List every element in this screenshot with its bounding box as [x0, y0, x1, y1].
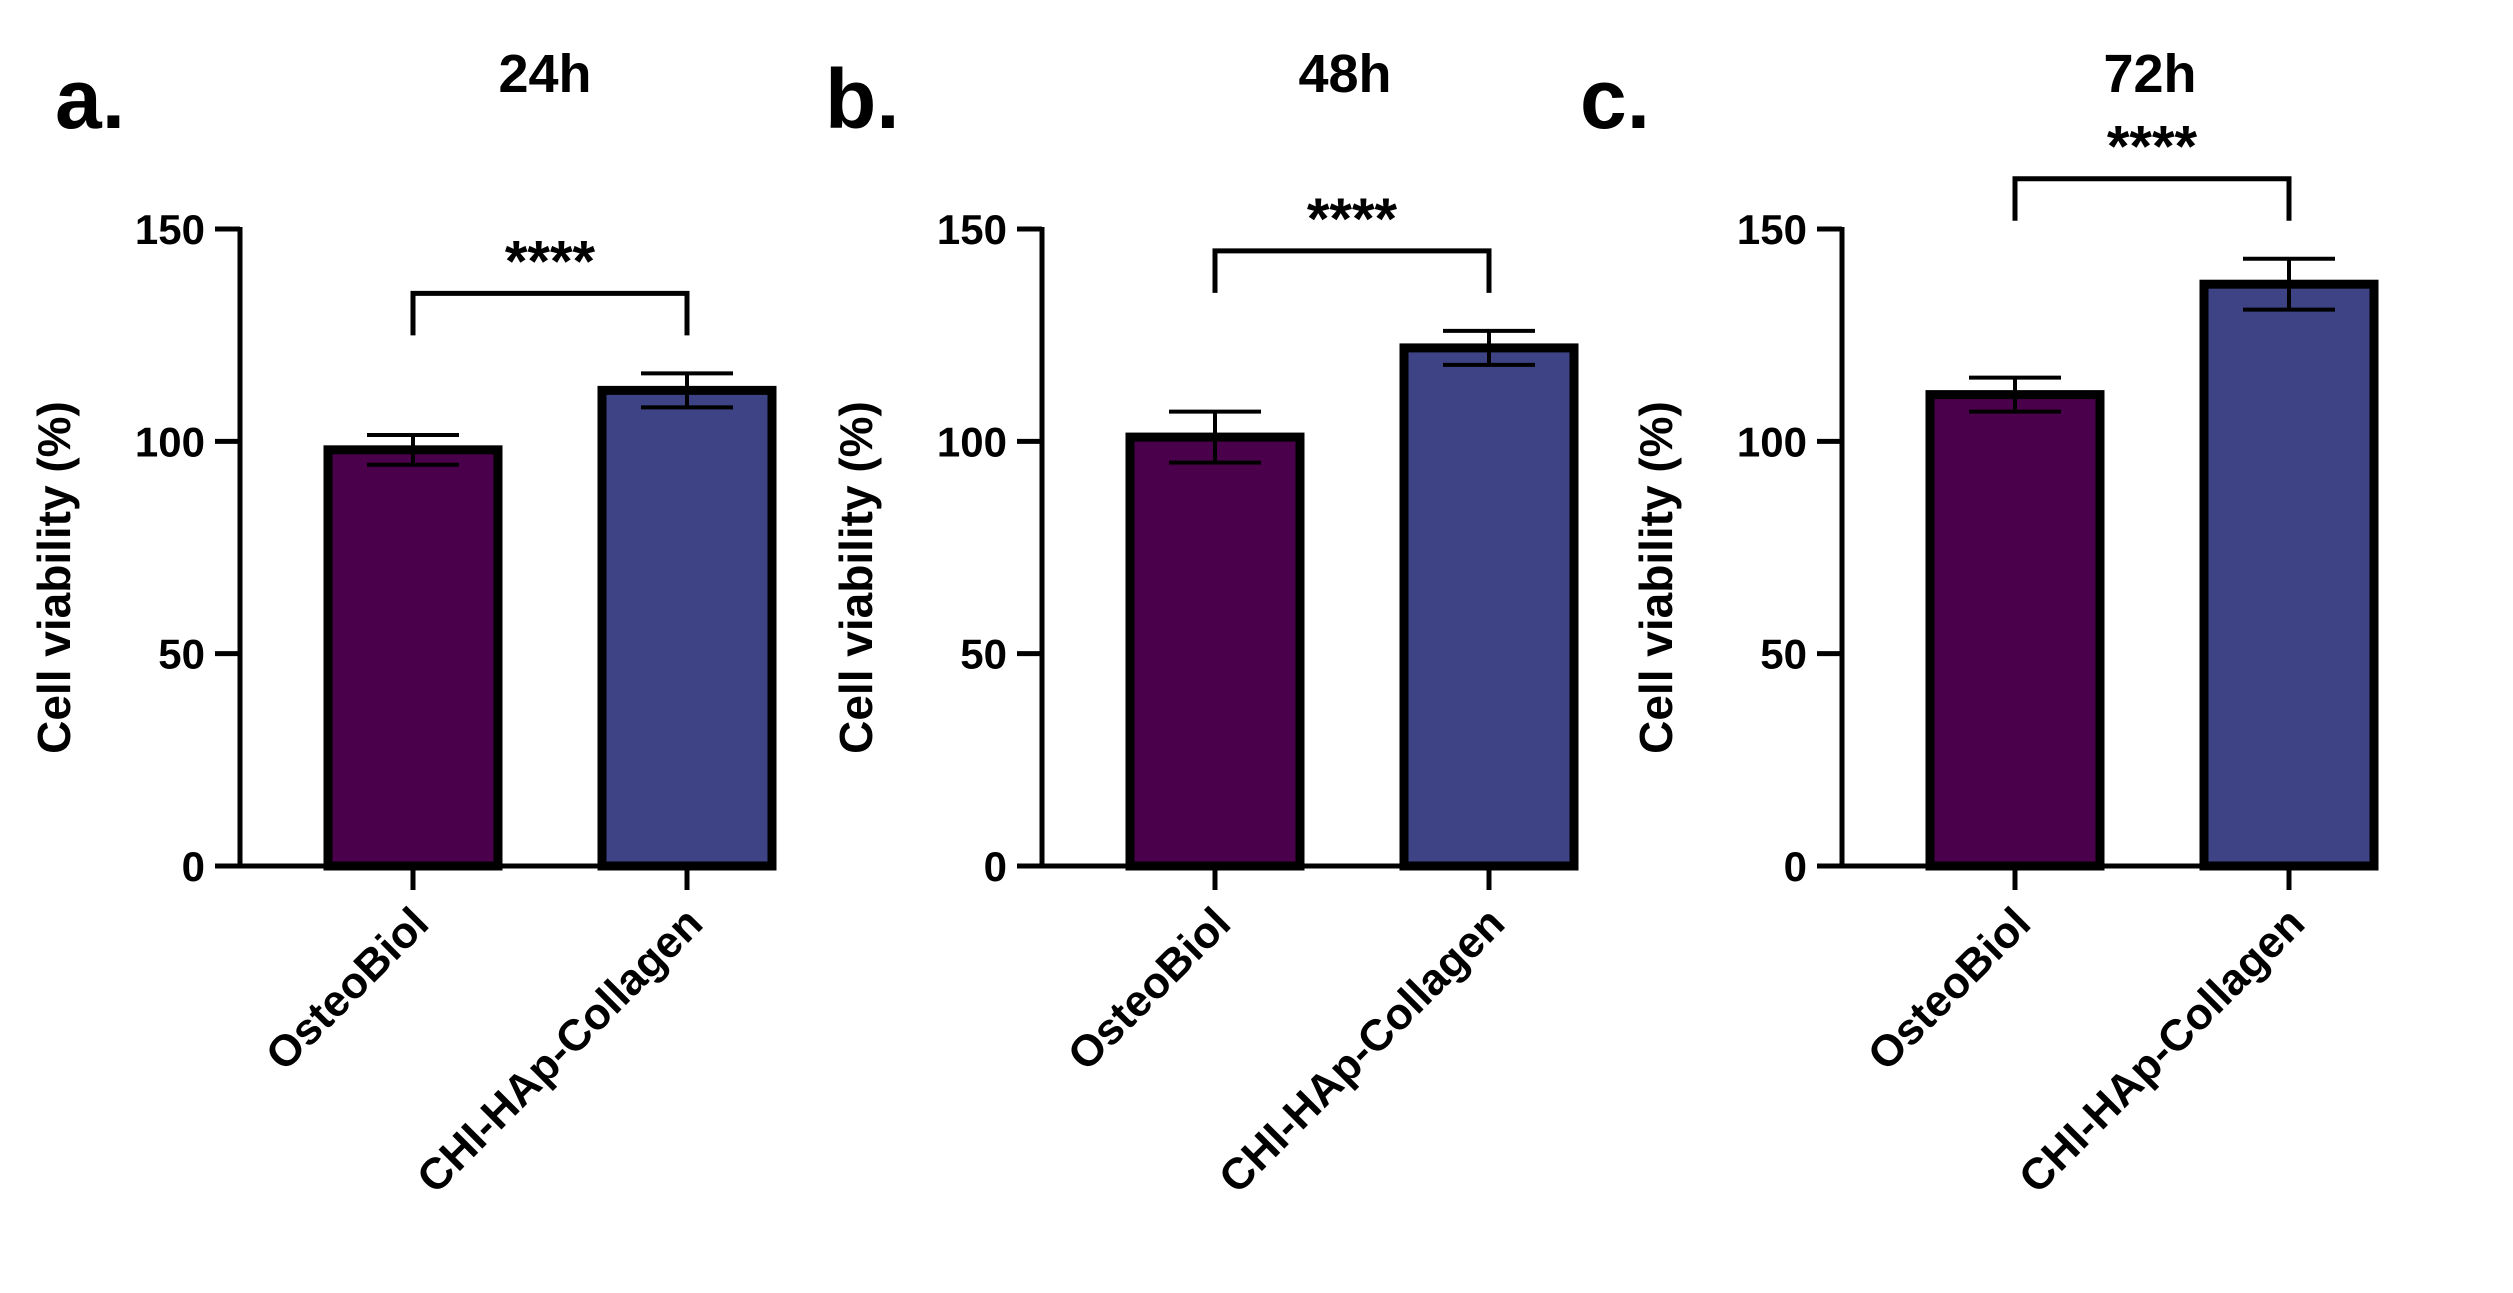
y-tick-label: 50	[1760, 631, 1807, 678]
y-tick-label: 100	[135, 418, 205, 465]
x-category-label: OsteoBiol	[256, 898, 438, 1080]
y-axis-label: Cell viability (%)	[1630, 401, 1682, 754]
y-tick-label: 150	[937, 206, 1007, 253]
y-tick-label: 150	[135, 206, 205, 253]
significance-label: ****	[1307, 187, 1398, 252]
y-axis-label: Cell viability (%)	[830, 401, 882, 754]
chart-panel-1: a. 24h Cell viability (%) 0 50 100 150 OsteoBio…	[28, 44, 777, 1203]
y-tick-label: 50	[960, 631, 1007, 678]
y-tick-label: 100	[937, 418, 1007, 465]
x-category-label: OsteoBiol	[1058, 898, 1240, 1080]
panel-title: 72h	[2103, 44, 2196, 104]
y-tick-label: 0	[1784, 843, 1807, 890]
x-category-label: CHI-HAp-Collagen	[408, 898, 712, 1202]
significance-bracket	[410, 290, 690, 336]
y-tick-label: 0	[182, 843, 205, 890]
significance-bracket	[2012, 176, 2292, 221]
y-tick-label: 0	[984, 843, 1007, 890]
y-tick-label: 50	[158, 631, 205, 678]
bar-chi-hap-collagen	[2199, 279, 2379, 871]
significance-label: ****	[2107, 115, 2198, 180]
bar-osteobiol	[323, 445, 503, 871]
bar-osteobiol	[1925, 390, 2105, 871]
panel-label: b.	[825, 52, 900, 146]
panel-title: 48h	[1298, 44, 1391, 104]
y-tick-label: 150	[1737, 206, 1807, 253]
chart-panel-2: b. 48h Cell viability (%) 0 50 100 150 OsteoBio…	[825, 44, 1579, 1203]
significance-bracket	[1212, 248, 1492, 293]
chart-panel-3: c. 72h Cell viability (%) 0 50 100 150 OsteoBio…	[1580, 44, 2379, 1203]
panel-label: c.	[1580, 52, 1650, 146]
bar-chi-hap-collagen	[597, 385, 777, 871]
bar-osteobiol	[1125, 432, 1305, 871]
bar-chi-hap-collagen	[1399, 343, 1579, 871]
x-category-label: CHI-HAp-Collagen	[1210, 898, 1514, 1202]
y-tick-label: 100	[1737, 418, 1807, 465]
x-category-label: OsteoBiol	[1858, 898, 2040, 1080]
panel-label: a.	[55, 52, 125, 146]
panel-title: 24h	[498, 44, 591, 104]
x-category-label: CHI-HAp-Collagen	[2010, 898, 2314, 1202]
y-axis-label: Cell viability (%)	[28, 401, 80, 754]
significance-label: ****	[505, 229, 596, 294]
